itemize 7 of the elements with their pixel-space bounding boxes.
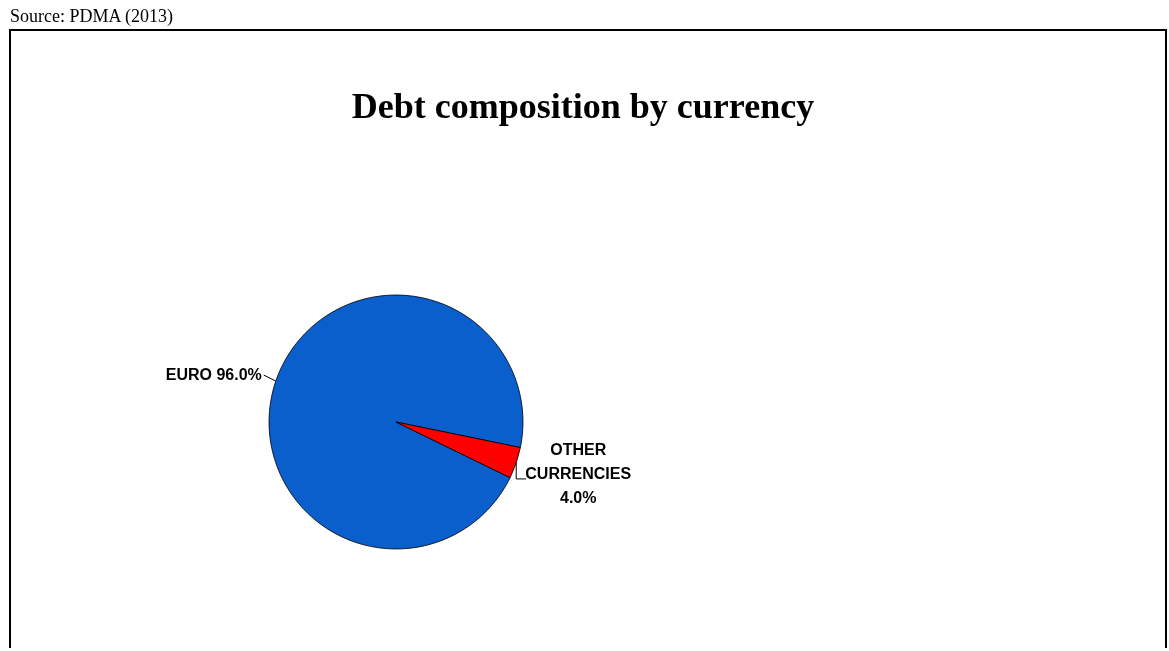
- chart-title: Debt composition by currency: [351, 86, 815, 126]
- pie-slice: [268, 294, 524, 550]
- slice-label: EURO 96.0%: [165, 366, 262, 384]
- source-note: Source: PDMA (2013): [10, 6, 173, 27]
- pie-slice: [395, 421, 521, 479]
- data-label: 4.0%: [559, 488, 597, 506]
- slice-label: OTHER CURRENCIES: [525, 440, 632, 482]
